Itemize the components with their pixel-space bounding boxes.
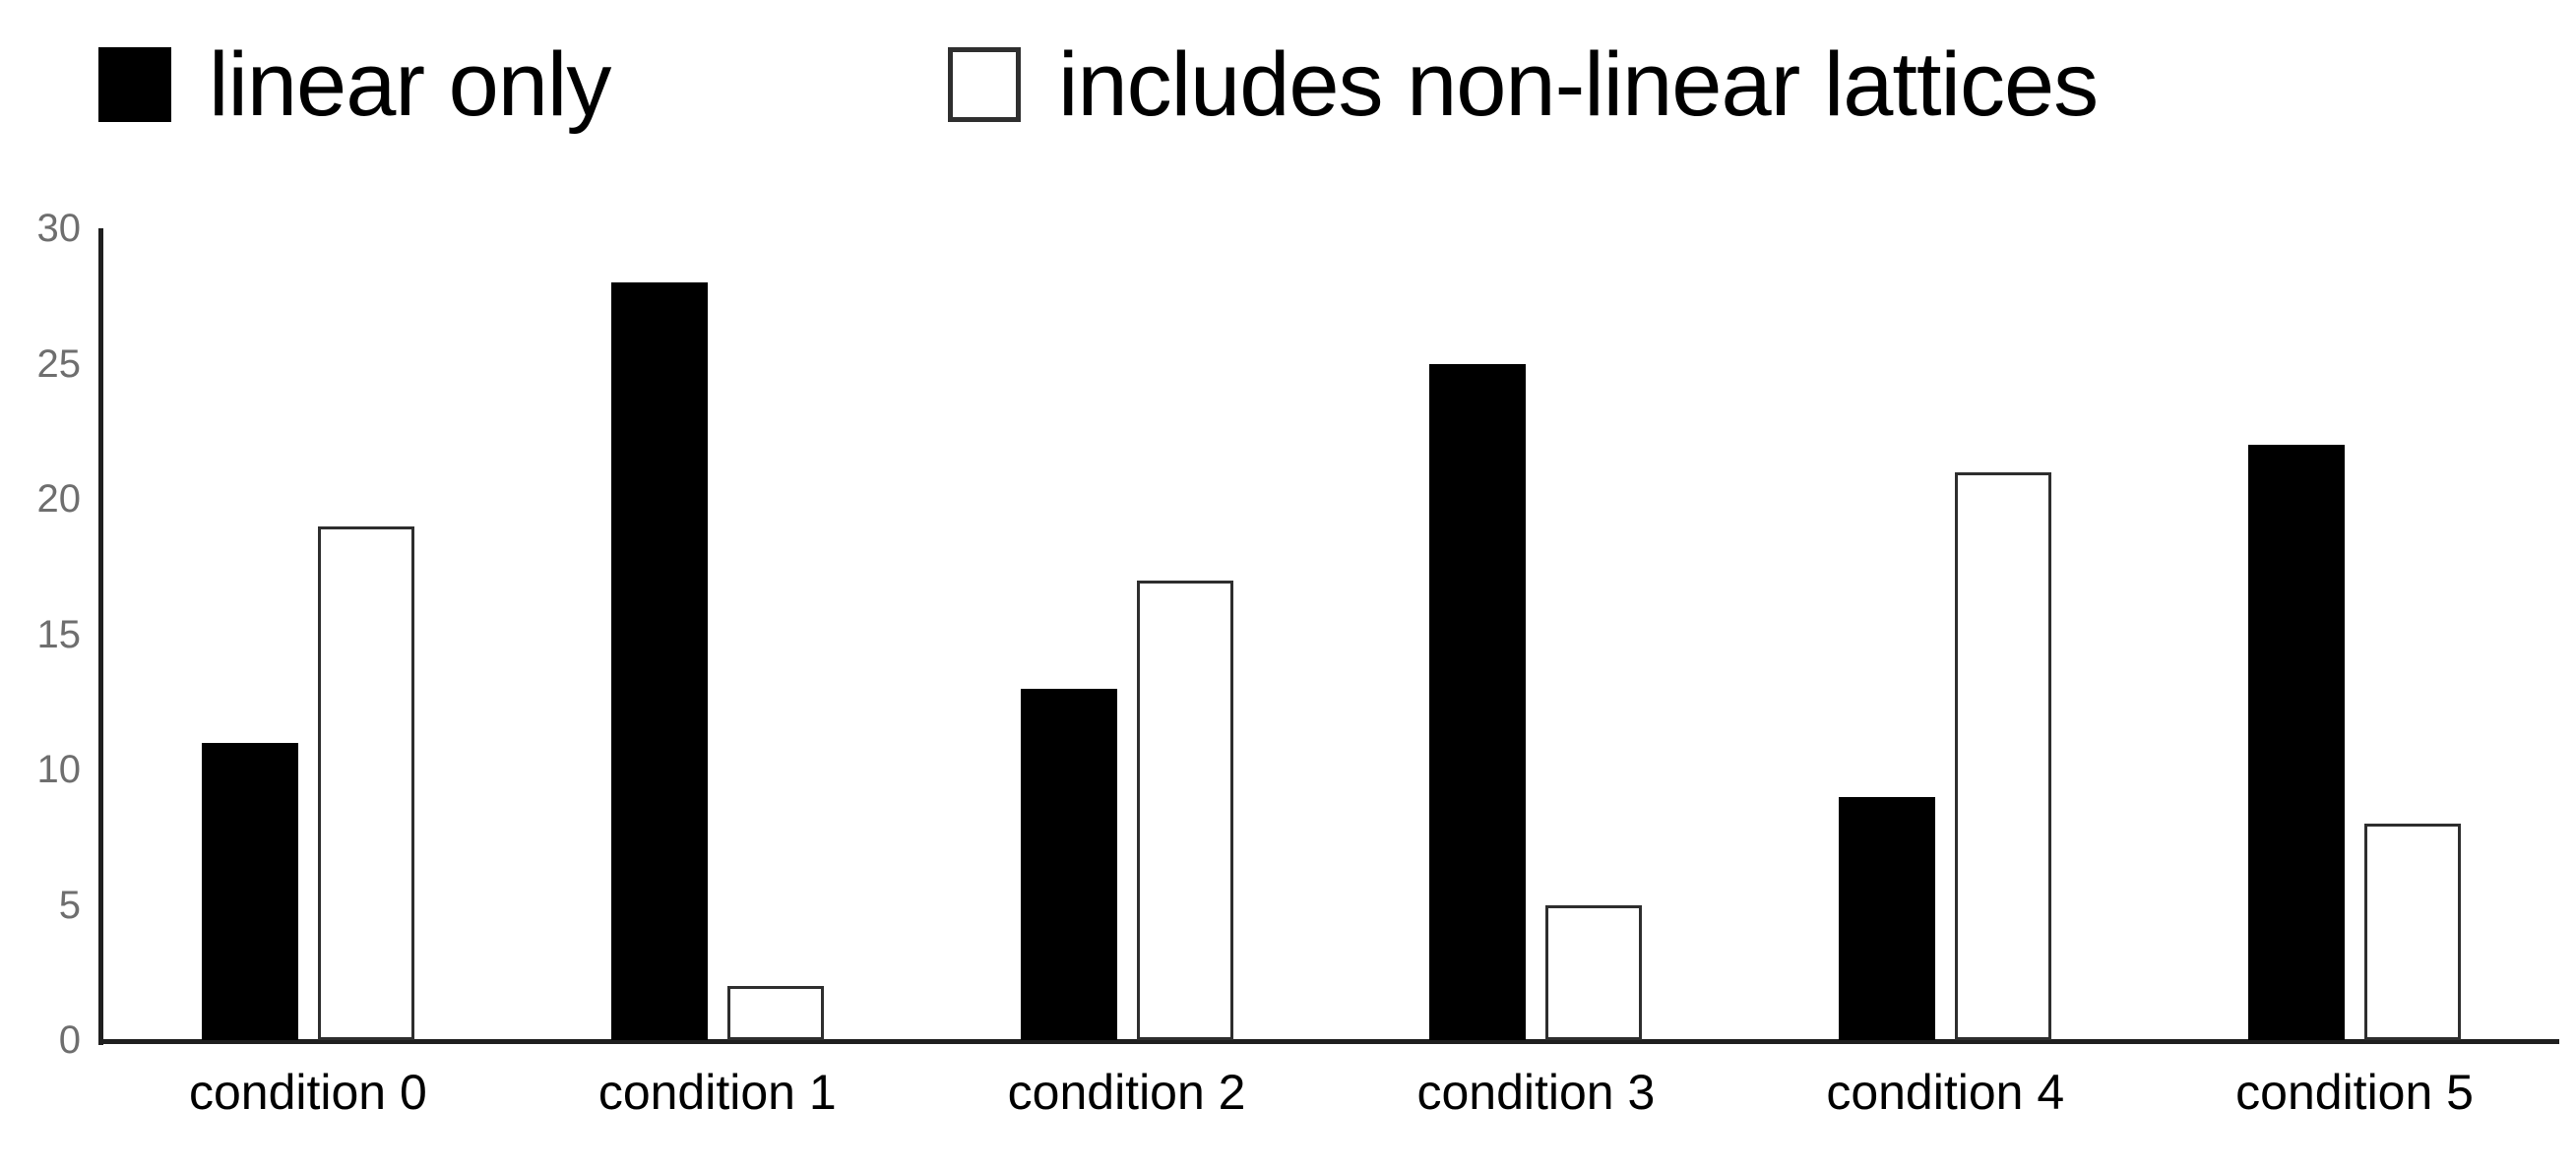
x-category-label: condition 4 xyxy=(1826,1065,2065,1120)
bar-non-linear-5 xyxy=(2364,824,2462,1040)
x-category-label: condition 1 xyxy=(597,1065,837,1120)
bar-linear-only-1 xyxy=(610,282,708,1040)
bar-linear-only-0 xyxy=(201,742,298,1040)
black-filled-swatch-icon xyxy=(98,47,171,122)
bar-linear-only-3 xyxy=(1429,363,1527,1040)
legend-item-linear-only: linear only xyxy=(98,28,611,142)
y-tick-label: 20 xyxy=(36,477,82,521)
chart-legend: linear only includes non-linear lattices xyxy=(0,28,2576,146)
bar-non-linear-2 xyxy=(1136,580,1233,1040)
y-tick-label: 30 xyxy=(36,207,82,250)
y-axis-line xyxy=(98,228,103,1045)
legend-item-non-linear-lattices: includes non-linear lattices xyxy=(948,28,2099,142)
bar-linear-only-5 xyxy=(2248,445,2346,1040)
x-category-label: condition 0 xyxy=(188,1065,427,1120)
x-category-label: condition 2 xyxy=(1007,1065,1246,1120)
x-axis-line xyxy=(98,1039,2559,1044)
legend-label-linear-only: linear only xyxy=(209,34,611,135)
y-tick-label: 25 xyxy=(36,341,82,386)
bar-non-linear-3 xyxy=(1545,904,1643,1040)
x-category-label: condition 3 xyxy=(1416,1065,1656,1120)
bar-non-linear-0 xyxy=(317,525,414,1040)
bar-linear-only-4 xyxy=(1839,796,1936,1040)
bar-linear-only-2 xyxy=(1020,688,1117,1040)
y-tick-label: 5 xyxy=(58,883,81,927)
bar-non-linear-4 xyxy=(1955,471,2052,1040)
y-tick-label: 15 xyxy=(36,612,82,656)
y-tick-label: 10 xyxy=(36,748,82,791)
y-tick-label: 0 xyxy=(58,1018,81,1062)
bar-non-linear-1 xyxy=(726,986,824,1040)
x-category-label: condition 5 xyxy=(2235,1065,2474,1120)
white-outlined-swatch-icon xyxy=(948,47,1021,122)
legend-label-non-linear-lattices: includes non-linear lattices xyxy=(1058,34,2099,135)
